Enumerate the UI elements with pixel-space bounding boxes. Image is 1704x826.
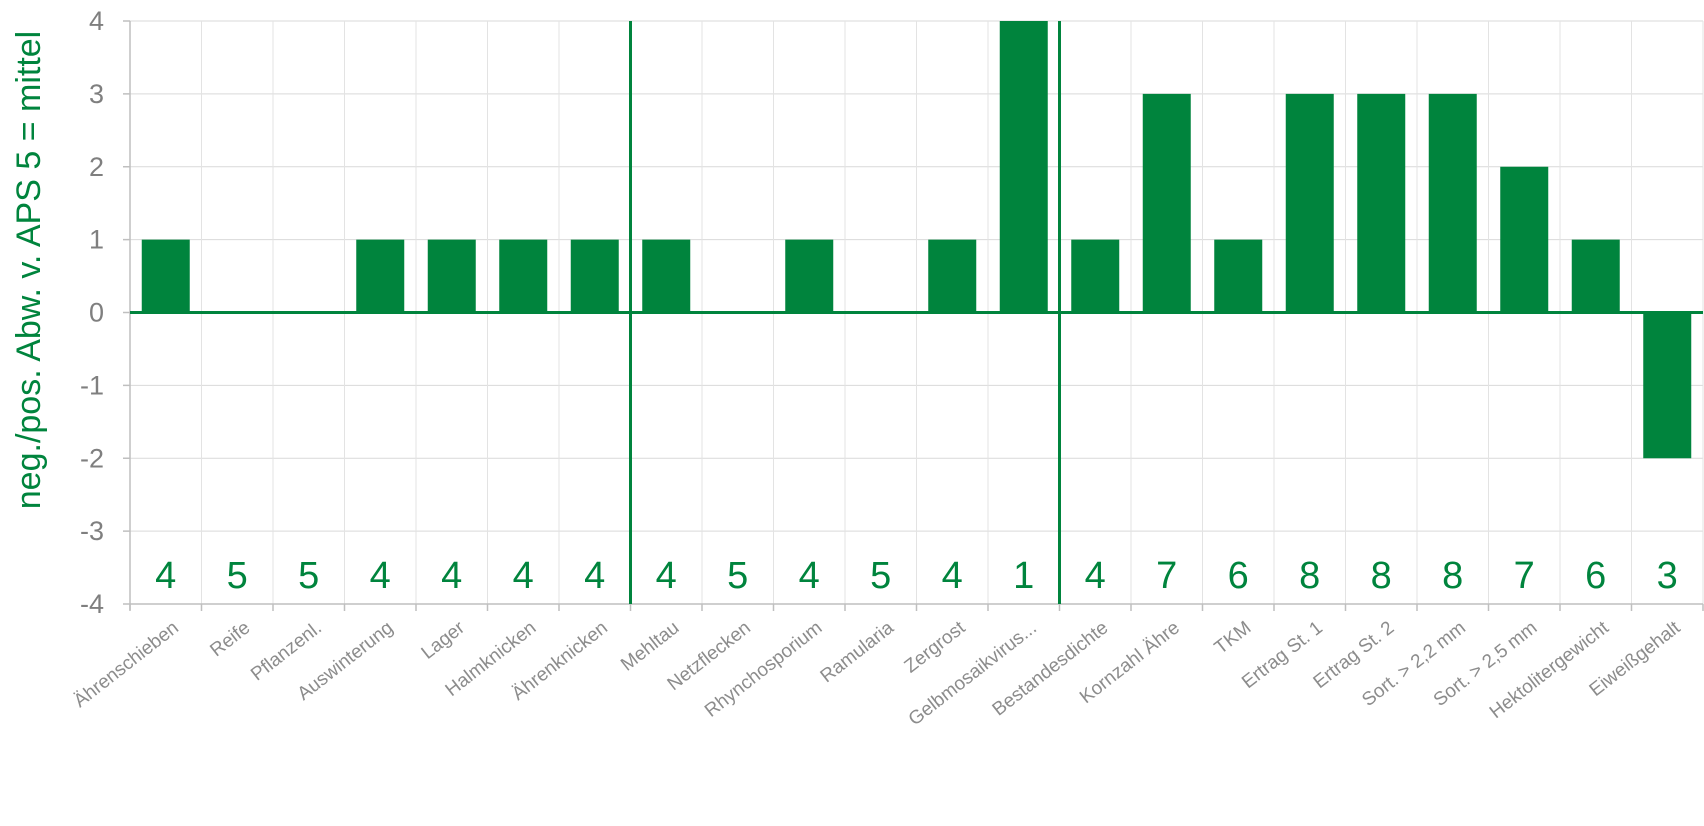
score-label: 7 (1156, 555, 1177, 597)
bar (1571, 239, 1620, 313)
score-label: 4 (1085, 555, 1106, 597)
bar (1285, 93, 1334, 313)
y-tick-label: -4 (80, 589, 104, 619)
score-label: 7 (1514, 555, 1535, 597)
y-tick-label: 1 (89, 225, 104, 255)
score-label: 4 (799, 555, 820, 597)
x-tick-label: Gelbmosaikvirus... (905, 617, 1041, 730)
x-tick-label: Ramularia (817, 617, 899, 687)
bar (141, 239, 190, 313)
x-tick-label: Lager (418, 617, 470, 664)
bar (1071, 239, 1120, 313)
score-label: 4 (584, 555, 605, 597)
y-tick-label: -2 (80, 443, 104, 473)
bar (642, 239, 691, 313)
score-label: 8 (1299, 555, 1320, 597)
y-tick-label: -1 (80, 370, 104, 400)
y-tick-labels: -4 -3 -2 -1 0 1 2 3 4 (80, 6, 104, 619)
bar (499, 239, 548, 313)
score-label: 1 (1013, 555, 1034, 597)
score-label: 4 (155, 555, 176, 597)
score-label: 5 (298, 555, 319, 597)
score-labels: 4 5 5 4 4 4 4 4 5 4 5 4 1 4 7 6 8 8 8 7 6 3 (155, 555, 1678, 597)
bar (427, 239, 476, 313)
score-label: 5 (227, 555, 248, 597)
bar (1643, 312, 1692, 459)
score-label: 4 (942, 555, 963, 597)
bar (1214, 239, 1263, 313)
bar (999, 21, 1048, 313)
y-tick-label: 3 (89, 79, 104, 109)
x-tick-label: Hektolitergewicht (1486, 617, 1613, 723)
y-tick-label: 4 (89, 6, 104, 36)
score-label: 4 (513, 555, 534, 597)
x-tick-labels: Ährenschieben ReifePflanzenl.Auswinterung… (70, 617, 1685, 730)
bar (785, 239, 834, 313)
x-tick-label: Rhynchosporium (701, 617, 826, 721)
y-tick-label: -3 (80, 516, 104, 546)
score-label: 6 (1228, 555, 1249, 597)
score-label: 8 (1442, 555, 1463, 597)
score-label: 4 (370, 555, 391, 597)
score-label: 4 (656, 555, 677, 597)
x-tick-label: Reife (206, 617, 254, 661)
bar (356, 239, 405, 313)
x-tick-label: TKM (1211, 617, 1256, 658)
bar (928, 239, 977, 313)
score-label: 4 (441, 555, 462, 597)
score-label: 6 (1585, 555, 1606, 597)
y-axis-label: neg./pos. Abw. v. APS 5 = mittel (10, 31, 48, 509)
score-label: 5 (727, 555, 748, 597)
x-tick-label: Zergrost (901, 617, 970, 678)
score-label: 3 (1657, 555, 1678, 597)
y-tick-label: 0 (89, 298, 104, 328)
axes (123, 20, 1704, 611)
bar (1357, 93, 1406, 313)
bar (1428, 93, 1477, 313)
bar (1500, 166, 1549, 313)
score-label: 5 (870, 555, 891, 597)
score-label: 8 (1371, 555, 1392, 597)
bar (570, 239, 619, 313)
y-tick-label: 2 (89, 152, 104, 182)
x-tick-label: Mehltau (617, 617, 683, 675)
bar (1142, 93, 1191, 313)
x-tick-label: Ährenschieben (70, 617, 183, 712)
bars (141, 21, 1692, 459)
